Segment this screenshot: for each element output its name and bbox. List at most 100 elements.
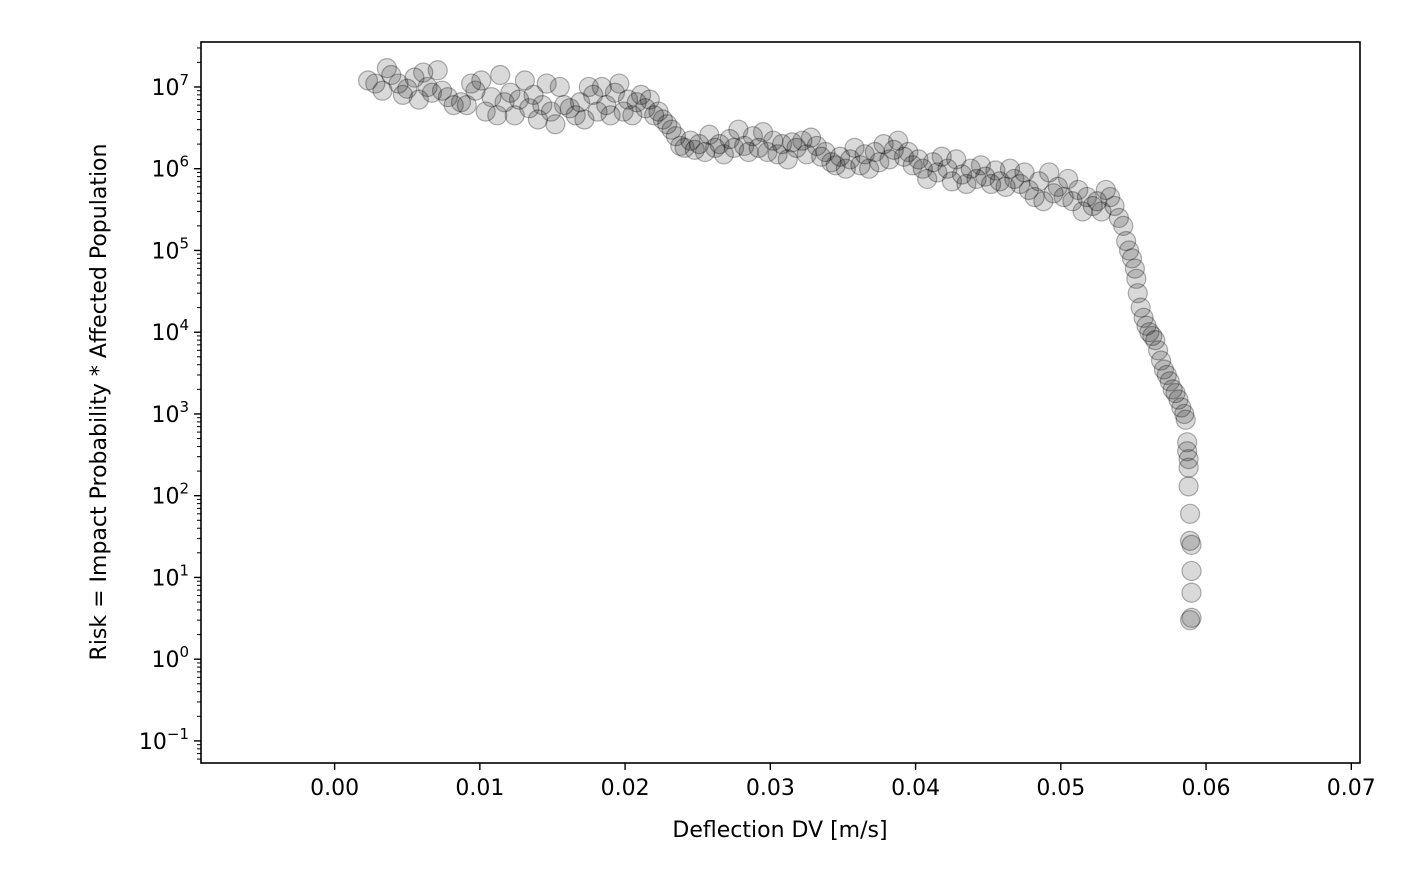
data-point bbox=[989, 171, 1010, 192]
data-point bbox=[937, 158, 958, 179]
data-point bbox=[1175, 409, 1196, 430]
data-point bbox=[365, 73, 386, 94]
y-tick-base: 10 bbox=[151, 239, 179, 264]
data-point bbox=[569, 92, 591, 113]
x-axis-label: Deflection DV [m/s] bbox=[672, 818, 887, 843]
data-point bbox=[1068, 179, 1089, 201]
data-point bbox=[1177, 441, 1198, 462]
data-point bbox=[1057, 168, 1079, 190]
data-point bbox=[1130, 297, 1151, 318]
data-point bbox=[689, 134, 710, 155]
data-point bbox=[609, 73, 630, 94]
data-point bbox=[456, 94, 477, 116]
data-point bbox=[742, 126, 764, 147]
axis-ticks: 0.00 0.01 0.02 0.03 0.04 0.05 0.06 0.0710710610… bbox=[139, 47, 1376, 801]
data-point bbox=[734, 135, 755, 157]
data-point bbox=[980, 173, 1002, 195]
data-point bbox=[1018, 179, 1039, 201]
data-point bbox=[381, 64, 402, 86]
data-point bbox=[519, 98, 540, 119]
data-point bbox=[1095, 179, 1116, 201]
data-point bbox=[956, 173, 977, 195]
data-point bbox=[1181, 560, 1202, 582]
data-point bbox=[922, 152, 944, 173]
data-point bbox=[719, 129, 740, 150]
data-point bbox=[376, 58, 397, 79]
data-point bbox=[508, 89, 530, 110]
data-point bbox=[481, 87, 502, 108]
data-point bbox=[1082, 195, 1103, 217]
data-point bbox=[792, 130, 813, 151]
data-point bbox=[1010, 173, 1031, 195]
data-point bbox=[443, 94, 464, 116]
data-point bbox=[1100, 186, 1121, 208]
data-point bbox=[864, 141, 886, 163]
data-point bbox=[1124, 258, 1145, 279]
data-point bbox=[850, 155, 871, 176]
data-point bbox=[644, 105, 665, 126]
y-tick-exponent: −1 bbox=[167, 725, 189, 743]
y-tick-base: 10 bbox=[151, 648, 179, 673]
y-tick-base: 10 bbox=[151, 566, 179, 591]
data-point bbox=[908, 149, 929, 170]
data-point bbox=[796, 144, 817, 165]
data-point bbox=[388, 73, 409, 94]
data-point bbox=[397, 78, 418, 99]
data-point bbox=[912, 158, 933, 179]
x-tick-label: 0.07 bbox=[1327, 776, 1376, 801]
data-point bbox=[514, 70, 535, 91]
data-point bbox=[604, 82, 626, 103]
data-point bbox=[999, 158, 1021, 179]
data-point bbox=[461, 73, 482, 94]
data-point bbox=[800, 127, 822, 148]
y-tick-label: 102 bbox=[151, 480, 189, 510]
data-point bbox=[1181, 607, 1202, 628]
data-point bbox=[559, 98, 581, 119]
data-point bbox=[357, 70, 379, 91]
data-point bbox=[1179, 610, 1201, 631]
data-point bbox=[392, 84, 413, 105]
data-point bbox=[523, 84, 544, 105]
data-point bbox=[583, 84, 604, 105]
y-tick-exponent: 0 bbox=[179, 643, 189, 661]
data-point bbox=[1153, 359, 1175, 380]
data-point bbox=[413, 62, 434, 83]
data-point bbox=[782, 132, 803, 153]
y-tick-base: 10 bbox=[139, 730, 167, 755]
data-point bbox=[917, 168, 938, 190]
data-point bbox=[738, 141, 759, 163]
data-point bbox=[931, 146, 952, 167]
data-point bbox=[665, 126, 687, 147]
y-tick-label: 103 bbox=[151, 398, 189, 428]
data-point bbox=[995, 176, 1016, 197]
data-point bbox=[1047, 176, 1069, 197]
data-point bbox=[1126, 268, 1147, 289]
y-tick-label: 107 bbox=[151, 71, 189, 101]
data-point bbox=[985, 160, 1006, 181]
data-point bbox=[587, 101, 608, 122]
data-point bbox=[1004, 168, 1025, 190]
data-point bbox=[1145, 330, 1166, 351]
data-point bbox=[427, 60, 448, 81]
data-points bbox=[357, 58, 1202, 631]
data-point bbox=[748, 137, 769, 158]
y-tick-label: 10−1 bbox=[139, 725, 189, 755]
data-point bbox=[786, 137, 807, 158]
data-point bbox=[763, 130, 784, 151]
data-point bbox=[1118, 240, 1140, 261]
data-point bbox=[927, 162, 948, 183]
y-tick-exponent: 7 bbox=[179, 71, 189, 89]
data-point bbox=[635, 98, 656, 119]
data-point bbox=[713, 144, 734, 165]
data-point bbox=[475, 101, 496, 122]
data-point bbox=[705, 137, 726, 158]
data-point bbox=[1127, 283, 1148, 304]
data-point bbox=[1162, 379, 1183, 400]
data-point bbox=[767, 144, 788, 165]
data-point bbox=[1043, 183, 1064, 204]
data-point bbox=[465, 80, 486, 101]
data-point bbox=[888, 130, 909, 151]
data-point bbox=[1178, 476, 1199, 497]
y-axis-label: Risk = Impact Probability * Affected Pop… bbox=[87, 144, 112, 661]
